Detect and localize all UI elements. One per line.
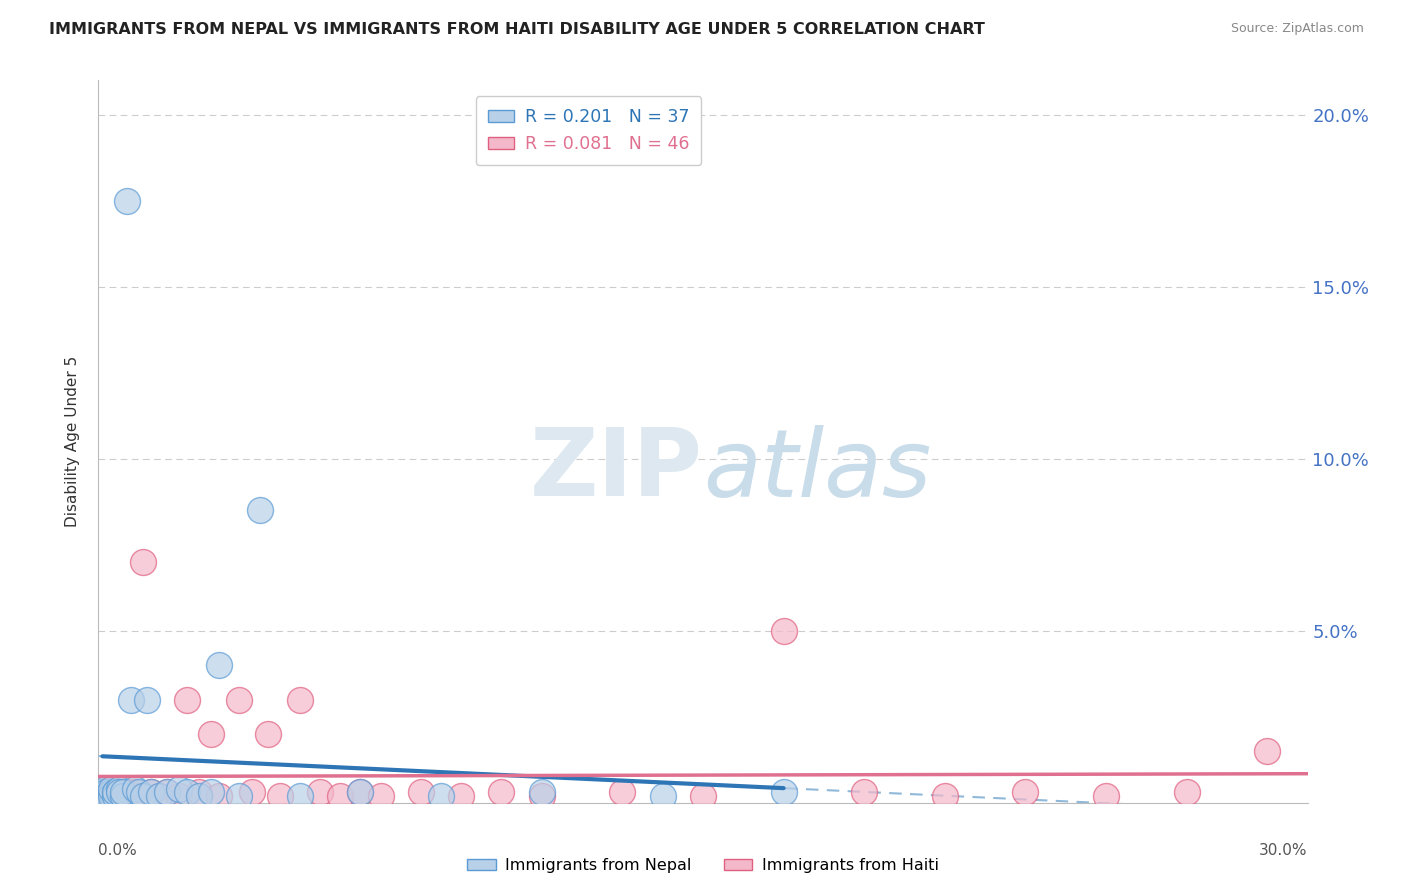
Point <box>107 785 129 799</box>
Point <box>100 785 122 799</box>
Point <box>132 789 155 803</box>
Point <box>240 785 263 799</box>
Point <box>1014 785 1036 799</box>
Legend: R = 0.201   N = 37, R = 0.081   N = 46: R = 0.201 N = 37, R = 0.081 N = 46 <box>475 96 702 165</box>
Point <box>409 785 432 799</box>
Text: Source: ZipAtlas.com: Source: ZipAtlas.com <box>1230 22 1364 36</box>
Point <box>176 692 198 706</box>
Point <box>349 785 371 799</box>
Point <box>188 789 211 803</box>
Point <box>96 789 118 803</box>
Point <box>96 785 118 799</box>
Point <box>156 785 179 799</box>
Point <box>288 789 311 803</box>
Point <box>135 692 157 706</box>
Point <box>91 789 114 803</box>
Point <box>349 785 371 799</box>
Point <box>115 194 138 208</box>
Point <box>269 789 291 803</box>
Point <box>132 555 155 569</box>
Point <box>148 789 170 803</box>
Point <box>124 785 146 799</box>
Point <box>100 789 122 803</box>
Point <box>103 785 125 799</box>
Point <box>96 785 118 799</box>
Legend: Immigrants from Nepal, Immigrants from Haiti: Immigrants from Nepal, Immigrants from H… <box>461 852 945 880</box>
Point <box>228 789 250 803</box>
Point <box>200 785 222 799</box>
Point <box>200 727 222 741</box>
Point <box>491 785 513 799</box>
Point <box>228 692 250 706</box>
Y-axis label: Disability Age Under 5: Disability Age Under 5 <box>65 356 80 527</box>
Point <box>120 692 142 706</box>
Point <box>107 785 129 799</box>
Point <box>772 624 794 638</box>
Point <box>139 785 162 799</box>
Point <box>530 785 553 799</box>
Text: atlas: atlas <box>703 425 931 516</box>
Point <box>124 782 146 797</box>
Point <box>128 789 150 803</box>
Point <box>249 503 271 517</box>
Point <box>1095 789 1118 803</box>
Point <box>329 789 352 803</box>
Point <box>96 789 118 803</box>
Point <box>100 785 122 799</box>
Point <box>103 785 125 799</box>
Point <box>156 785 179 799</box>
Point <box>370 789 392 803</box>
Point <box>115 785 138 799</box>
Text: ZIP: ZIP <box>530 425 703 516</box>
Point <box>651 789 673 803</box>
Point <box>450 789 472 803</box>
Point <box>1175 785 1198 799</box>
Point <box>103 789 125 803</box>
Point <box>176 785 198 799</box>
Point <box>139 785 162 799</box>
Point <box>256 727 278 741</box>
Point <box>167 789 190 803</box>
Point <box>111 789 134 803</box>
Point <box>107 782 129 797</box>
Point <box>148 789 170 803</box>
Point <box>91 785 114 799</box>
Point <box>188 785 211 799</box>
Point <box>772 785 794 799</box>
Point <box>128 785 150 799</box>
Point <box>208 658 231 673</box>
Point <box>100 782 122 797</box>
Point <box>167 782 190 797</box>
Point <box>692 789 714 803</box>
Point <box>120 789 142 803</box>
Point <box>612 785 634 799</box>
Point <box>208 789 231 803</box>
Point <box>111 789 134 803</box>
Point <box>430 789 453 803</box>
Point <box>91 789 114 803</box>
Point <box>111 785 134 799</box>
Point <box>530 789 553 803</box>
Point <box>1256 744 1278 758</box>
Point <box>103 789 125 803</box>
Point <box>111 785 134 799</box>
Text: 30.0%: 30.0% <box>1260 843 1308 857</box>
Text: IMMIGRANTS FROM NEPAL VS IMMIGRANTS FROM HAITI DISABILITY AGE UNDER 5 CORRELATIO: IMMIGRANTS FROM NEPAL VS IMMIGRANTS FROM… <box>49 22 986 37</box>
Point <box>853 785 876 799</box>
Point <box>100 789 122 803</box>
Point <box>103 785 125 799</box>
Point <box>934 789 956 803</box>
Point <box>309 785 332 799</box>
Point <box>107 789 129 803</box>
Point <box>96 782 118 797</box>
Text: 0.0%: 0.0% <box>98 843 138 857</box>
Point <box>288 692 311 706</box>
